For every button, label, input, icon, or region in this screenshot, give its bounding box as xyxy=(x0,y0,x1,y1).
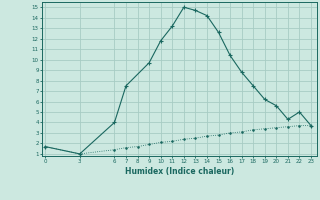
X-axis label: Humidex (Indice chaleur): Humidex (Indice chaleur) xyxy=(124,167,234,176)
